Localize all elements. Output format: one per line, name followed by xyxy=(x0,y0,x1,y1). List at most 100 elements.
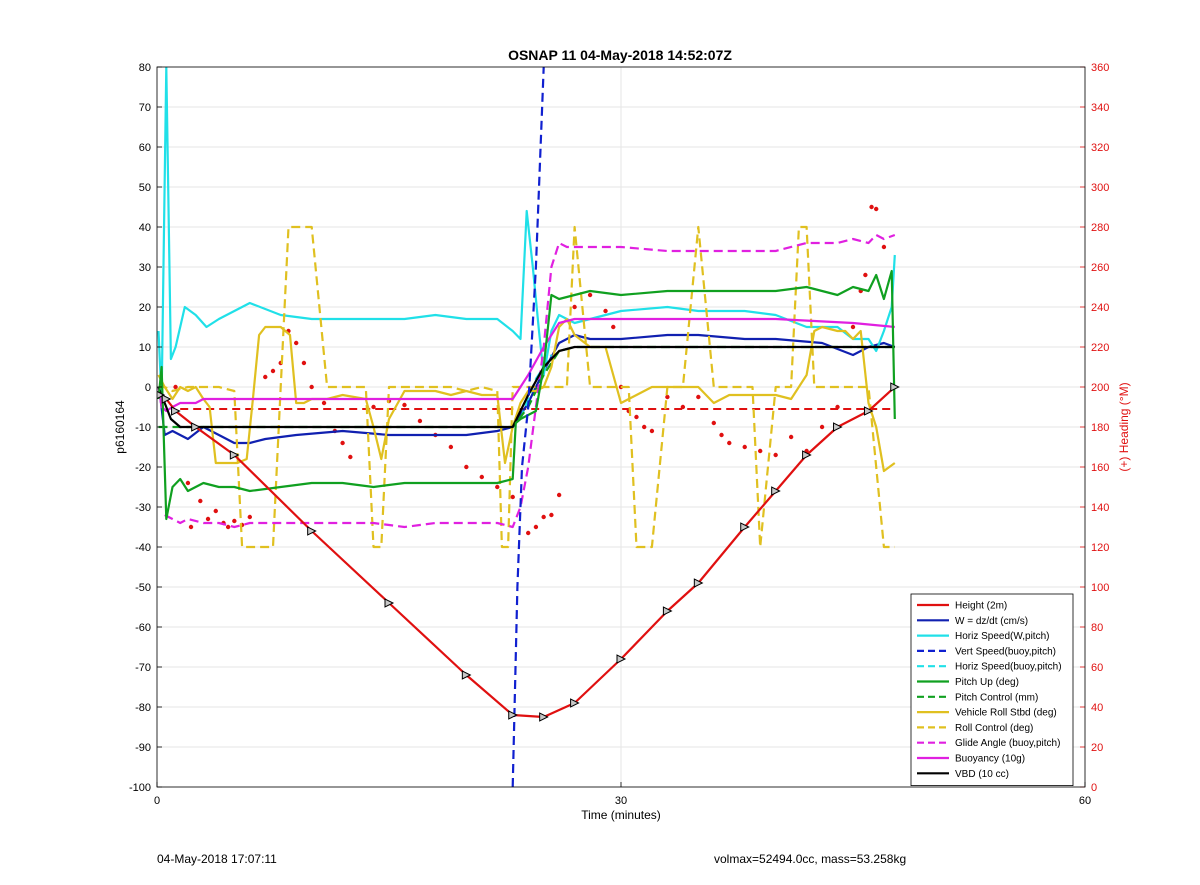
legend-box xyxy=(910,593,1074,787)
series-line-horiz-speed-w-pitch xyxy=(157,67,896,401)
legend-entry-label: Height (2m) xyxy=(955,601,1007,612)
heading-point xyxy=(321,400,327,406)
y-tick-label-left: 10 xyxy=(139,342,151,354)
heading-point xyxy=(348,454,353,460)
y-tick-label-right: 120 xyxy=(1091,542,1109,554)
heading-point xyxy=(417,418,423,424)
heading-point xyxy=(549,512,554,518)
height-marker xyxy=(802,450,812,460)
height-marker xyxy=(157,390,166,400)
series-layer xyxy=(157,67,900,787)
height-marker xyxy=(161,394,172,404)
heading-point xyxy=(727,440,732,446)
y-tick-label-right: 240 xyxy=(1091,302,1109,314)
heading-point xyxy=(835,404,840,410)
y-tick-label-left: -80 xyxy=(135,702,151,714)
heading-point xyxy=(198,498,203,504)
y-tick-label-right: 0 xyxy=(1091,782,1097,794)
height-marker xyxy=(191,422,201,432)
heading-point xyxy=(758,448,763,454)
x-tick-label: 30 xyxy=(615,795,627,807)
series-line-pitch-up-deg xyxy=(157,269,896,521)
heading-point xyxy=(874,206,879,212)
y-tick-label-right: 300 xyxy=(1091,182,1109,194)
heading-point xyxy=(665,394,670,400)
heading-point xyxy=(232,518,237,524)
height-marker xyxy=(229,450,240,460)
height-marker xyxy=(307,526,317,536)
y-tick-label-right: 260 xyxy=(1091,262,1109,274)
heading-point xyxy=(850,324,856,330)
heading-point xyxy=(696,394,701,400)
height-marker xyxy=(461,670,472,680)
heading-point xyxy=(309,384,314,390)
x-tick-label: 0 xyxy=(154,795,160,807)
y-tick-label-left: -30 xyxy=(135,502,151,514)
plot-area-frame xyxy=(156,66,1086,788)
y-tick-label-right: 140 xyxy=(1091,502,1109,514)
heading-point xyxy=(742,444,747,450)
y-tick-label-right: 220 xyxy=(1091,342,1109,354)
height-marker xyxy=(863,406,874,416)
heading-point xyxy=(773,452,778,458)
heading-point xyxy=(173,384,178,390)
heading-point xyxy=(225,524,231,530)
heading-point xyxy=(479,474,484,480)
height-marker xyxy=(570,698,580,708)
legend-entry-label: W = dz/dt (cm/s) xyxy=(955,616,1028,627)
heading-point xyxy=(402,402,407,408)
heading-point xyxy=(301,360,307,366)
heading-point xyxy=(464,464,469,470)
heading-point xyxy=(205,516,211,522)
height-marker xyxy=(508,710,518,720)
y-tick-label-left: -90 xyxy=(135,742,151,754)
y-tick-label-right: 200 xyxy=(1091,382,1109,394)
y-tick-label-left: -100 xyxy=(129,782,151,794)
legend-entry-label: Horiz Speed(buoy,pitch) xyxy=(955,662,1062,673)
heading-point xyxy=(533,524,539,530)
x-axis-label: Time (minutes) xyxy=(581,808,661,822)
series-line-vert-speed-buoy-pitch xyxy=(511,67,545,787)
heading-point xyxy=(881,244,887,250)
heading-point xyxy=(819,424,825,430)
legend-entry-label: Buoyancy (10g) xyxy=(955,754,1025,765)
footer-volmax-mass: volmax=52494.0cc, mass=53.258kg xyxy=(714,852,907,866)
height-marker xyxy=(539,712,549,722)
heading-point xyxy=(294,340,299,346)
heading-point xyxy=(603,308,608,314)
heading-point xyxy=(263,374,268,380)
legend-entry-label: Vehicle Roll Stbd (deg) xyxy=(955,708,1057,719)
y-tick-label-left: -50 xyxy=(135,582,151,594)
y-axis-label-right: (+) Heading (°M) xyxy=(1117,382,1131,471)
y-tick-label-left: -10 xyxy=(135,422,151,434)
y-tick-label-left: 80 xyxy=(139,62,151,74)
heading-point xyxy=(526,530,531,536)
series-line-buoyancy-10g xyxy=(157,317,895,413)
heading-point xyxy=(680,404,686,410)
heading-point xyxy=(611,324,616,330)
y-tick-label-left: -70 xyxy=(135,662,151,674)
y-tick-label-left: 50 xyxy=(139,182,151,194)
y-axis-label-left: p6160164 xyxy=(113,400,127,454)
height-marker xyxy=(693,578,704,588)
heading-point xyxy=(188,524,194,530)
heading-point xyxy=(634,414,639,420)
heading-point xyxy=(185,480,191,486)
series-group xyxy=(157,67,900,787)
heading-point xyxy=(642,424,647,430)
legend-entry-label: VBD (10 cc) xyxy=(955,769,1009,780)
legend-entry-label: Pitch Up (deg) xyxy=(955,677,1019,688)
y-tick-label-left: 40 xyxy=(139,222,151,234)
y-tick-label-left: 60 xyxy=(139,142,151,154)
heading-point xyxy=(510,494,515,500)
chart-title: OSNAP 11 04-May-2018 14:52:07Z xyxy=(508,47,732,63)
y-tick-label-right: 340 xyxy=(1091,102,1109,114)
heading-point xyxy=(270,368,276,374)
legend-entry-label: Roll Control (deg) xyxy=(955,723,1033,734)
height-marker xyxy=(740,522,750,532)
y-tick-label-right: 280 xyxy=(1091,222,1109,234)
heading-point xyxy=(863,272,868,278)
height-marker xyxy=(662,606,673,616)
y-tick-label-right: 80 xyxy=(1091,622,1103,634)
y-tick-label-left: -60 xyxy=(135,622,151,634)
